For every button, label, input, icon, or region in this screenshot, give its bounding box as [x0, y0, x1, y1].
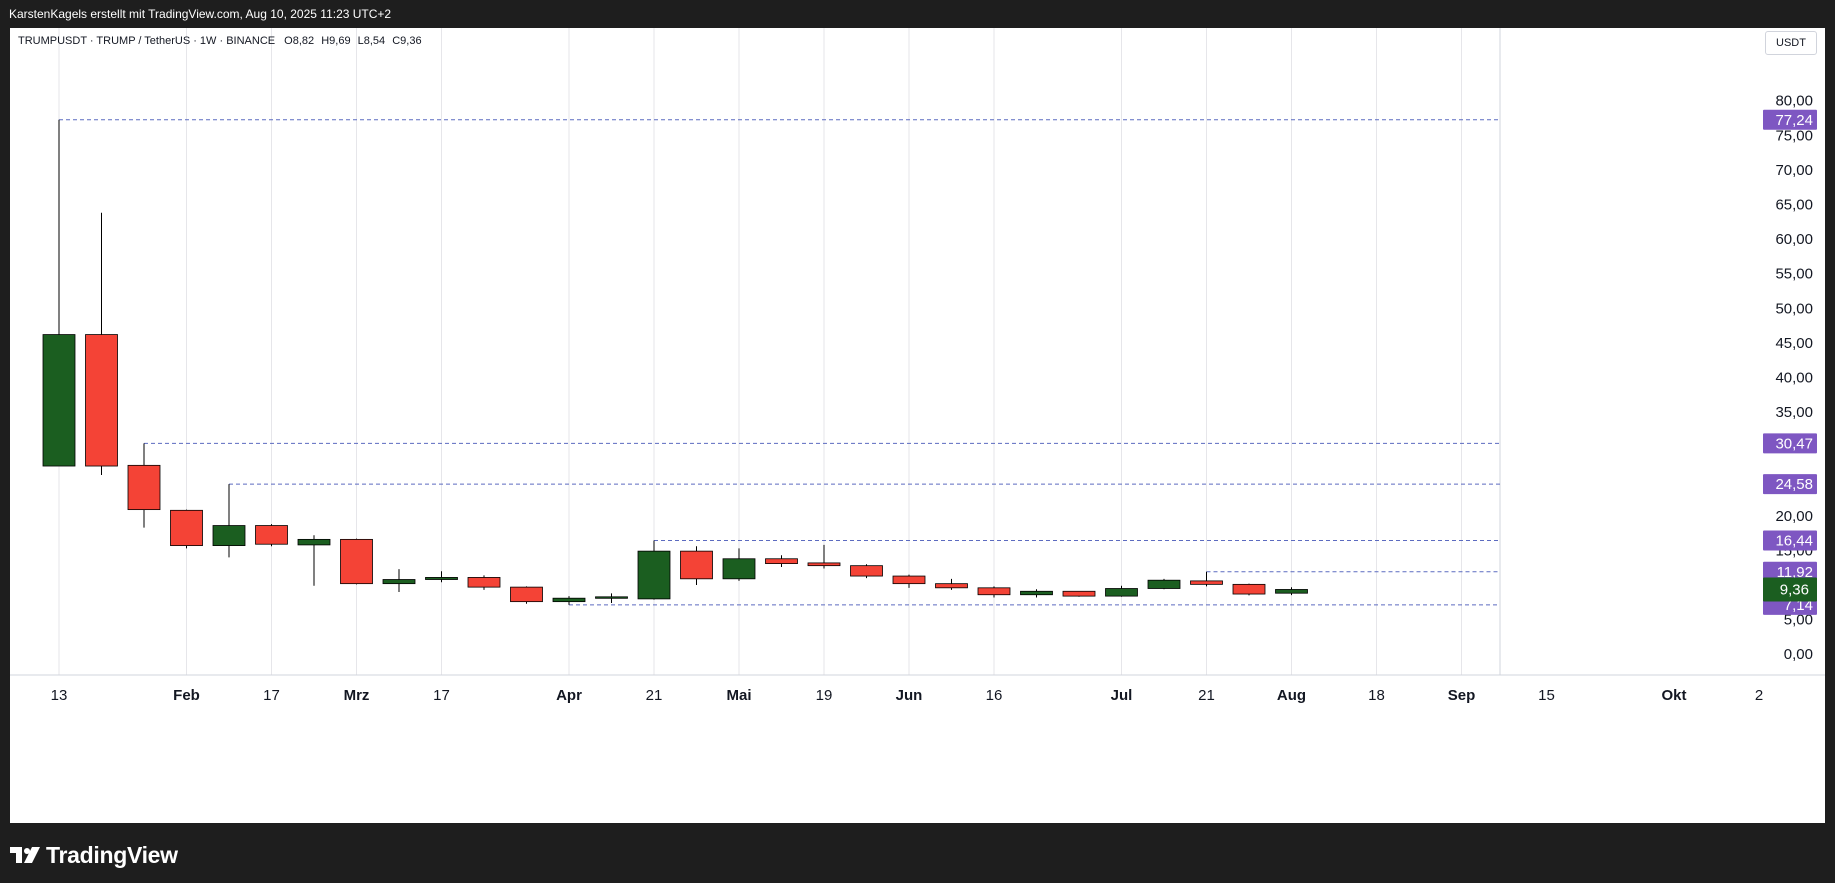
ohlc-close: C9,36 [392, 35, 422, 47]
x-tick-label: Mrz [344, 687, 370, 704]
x-tick-label: 16 [986, 687, 1003, 704]
candle-body[interactable] [1062, 590, 1096, 597]
y-tick-label: 35,00 [1775, 404, 1813, 421]
x-tick-label: Mai [726, 687, 751, 704]
candle-body[interactable] [595, 596, 628, 599]
ohlc-open: O8,82 [284, 35, 315, 47]
candle-body[interactable] [382, 579, 416, 585]
y-tick-label: 45,00 [1775, 335, 1813, 352]
y-tick-label: 55,00 [1775, 266, 1813, 283]
x-tick-label: Feb [173, 687, 200, 704]
candle-body[interactable] [1275, 589, 1308, 594]
level-badge-label: 30,47 [1775, 435, 1813, 452]
y-tick-label: 5,00 [1784, 612, 1813, 629]
level-badge-label: 11,92 [1777, 564, 1813, 581]
candle-body[interactable] [42, 334, 76, 467]
x-tick-label: 17 [263, 687, 280, 704]
x-tick-label: Sep [1448, 687, 1476, 704]
x-tick-label: 15 [1538, 687, 1555, 704]
candle-body[interactable] [425, 577, 458, 580]
candle-body[interactable] [977, 587, 1011, 596]
x-tick-label: 21 [1198, 687, 1215, 704]
x-tick-label: 18 [1368, 687, 1385, 704]
ohlc-high: H9,69 [321, 35, 351, 47]
x-tick-label: 2 [1755, 687, 1763, 704]
candle-body[interactable] [1105, 588, 1138, 597]
y-tick-label: 75,00 [1775, 127, 1813, 144]
level-badge [1763, 561, 1817, 582]
level-badge-label: 77,24 [1775, 112, 1813, 129]
x-tick-label: Aug [1277, 687, 1306, 704]
candle-body[interactable] [552, 597, 586, 603]
y-tick-label: 60,00 [1775, 231, 1813, 248]
candle-body[interactable] [340, 538, 373, 585]
x-tick-label: Apr [556, 687, 582, 704]
y-tick-label: 40,00 [1775, 369, 1813, 386]
candle-body[interactable] [255, 525, 288, 545]
candle-body[interactable] [807, 562, 841, 567]
candle-body[interactable] [1232, 583, 1266, 595]
candle-body[interactable] [637, 550, 671, 600]
symbol-info: TRUMPUSDT · TRUMP / TetherUS · 1W · BINA… [18, 35, 276, 47]
y-tick-label: 50,00 [1775, 300, 1813, 317]
attribution-bar: KarstenKagels erstellt mit TradingView.c… [0, 0, 1835, 28]
x-tick-label: 21 [646, 687, 663, 704]
candle-body[interactable] [510, 586, 543, 603]
x-tick-label: Jul [1111, 687, 1133, 704]
candle-body[interactable] [467, 577, 501, 588]
candle-body[interactable] [297, 538, 331, 546]
level-badge [1763, 433, 1817, 454]
candle-body[interactable] [850, 565, 883, 577]
ohlc-low: L8,54 [357, 35, 386, 47]
currency-selector[interactable]: USDT [1765, 31, 1817, 55]
attribution-text: KarstenKagels erstellt mit TradingView.c… [9, 7, 392, 21]
symbol-legend: TRUMPUSDT · TRUMP / TetherUS · 1W · BINA… [18, 35, 422, 47]
x-tick-label: Okt [1661, 687, 1686, 704]
tradingview-logo-icon [10, 847, 40, 863]
last-price-label: 9,36 [1780, 581, 1809, 598]
y-tick-label: 0,00 [1784, 646, 1813, 663]
level-badge [1763, 109, 1817, 130]
y-tick-label: 80,00 [1775, 93, 1813, 110]
currency-label: USDT [1776, 37, 1806, 49]
candle-body[interactable] [892, 575, 926, 585]
last-price-badge [1763, 577, 1817, 602]
x-tick-label: 13 [51, 687, 68, 704]
x-tick-label: 17 [433, 687, 450, 704]
x-tick-label: Jun [896, 687, 923, 704]
level-badge [1763, 530, 1817, 551]
candle-body[interactable] [722, 558, 756, 580]
candle-body[interactable] [765, 558, 798, 564]
footer-branding: TradingView [10, 838, 178, 872]
candle-body[interactable] [680, 550, 713, 580]
level-badge-label: 24,58 [1775, 476, 1813, 493]
level-badge-label: 16,44 [1775, 532, 1813, 549]
candle-body[interactable] [1020, 590, 1053, 596]
candle-body[interactable] [212, 525, 246, 547]
candlestick-chart[interactable]: 0,005,0015,0020,0035,0040,0045,0050,0055… [10, 28, 1825, 823]
level-badge [1763, 474, 1817, 495]
y-tick-label: 70,00 [1775, 162, 1813, 179]
candle-body[interactable] [1147, 579, 1181, 589]
candle-body[interactable] [85, 334, 118, 467]
x-tick-label: 19 [816, 687, 833, 704]
chart-panel[interactable]: 0,00 5,00 15,00 20,00 35,00 40,00 45,00 50,00 55… [10, 28, 1825, 823]
brand-name: TradingView [46, 841, 178, 868]
y-tick-label: 65,00 [1775, 196, 1813, 213]
candle-body[interactable] [935, 583, 968, 589]
candle-body[interactable] [170, 509, 203, 547]
candle-body[interactable] [127, 464, 161, 511]
candle-body[interactable] [1190, 580, 1223, 585]
y-tick-label: 20,00 [1775, 508, 1813, 525]
